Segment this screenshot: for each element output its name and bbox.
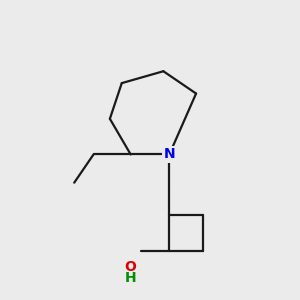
Text: H: H	[125, 271, 136, 285]
Text: O: O	[125, 260, 136, 274]
Text: N: N	[164, 148, 175, 161]
